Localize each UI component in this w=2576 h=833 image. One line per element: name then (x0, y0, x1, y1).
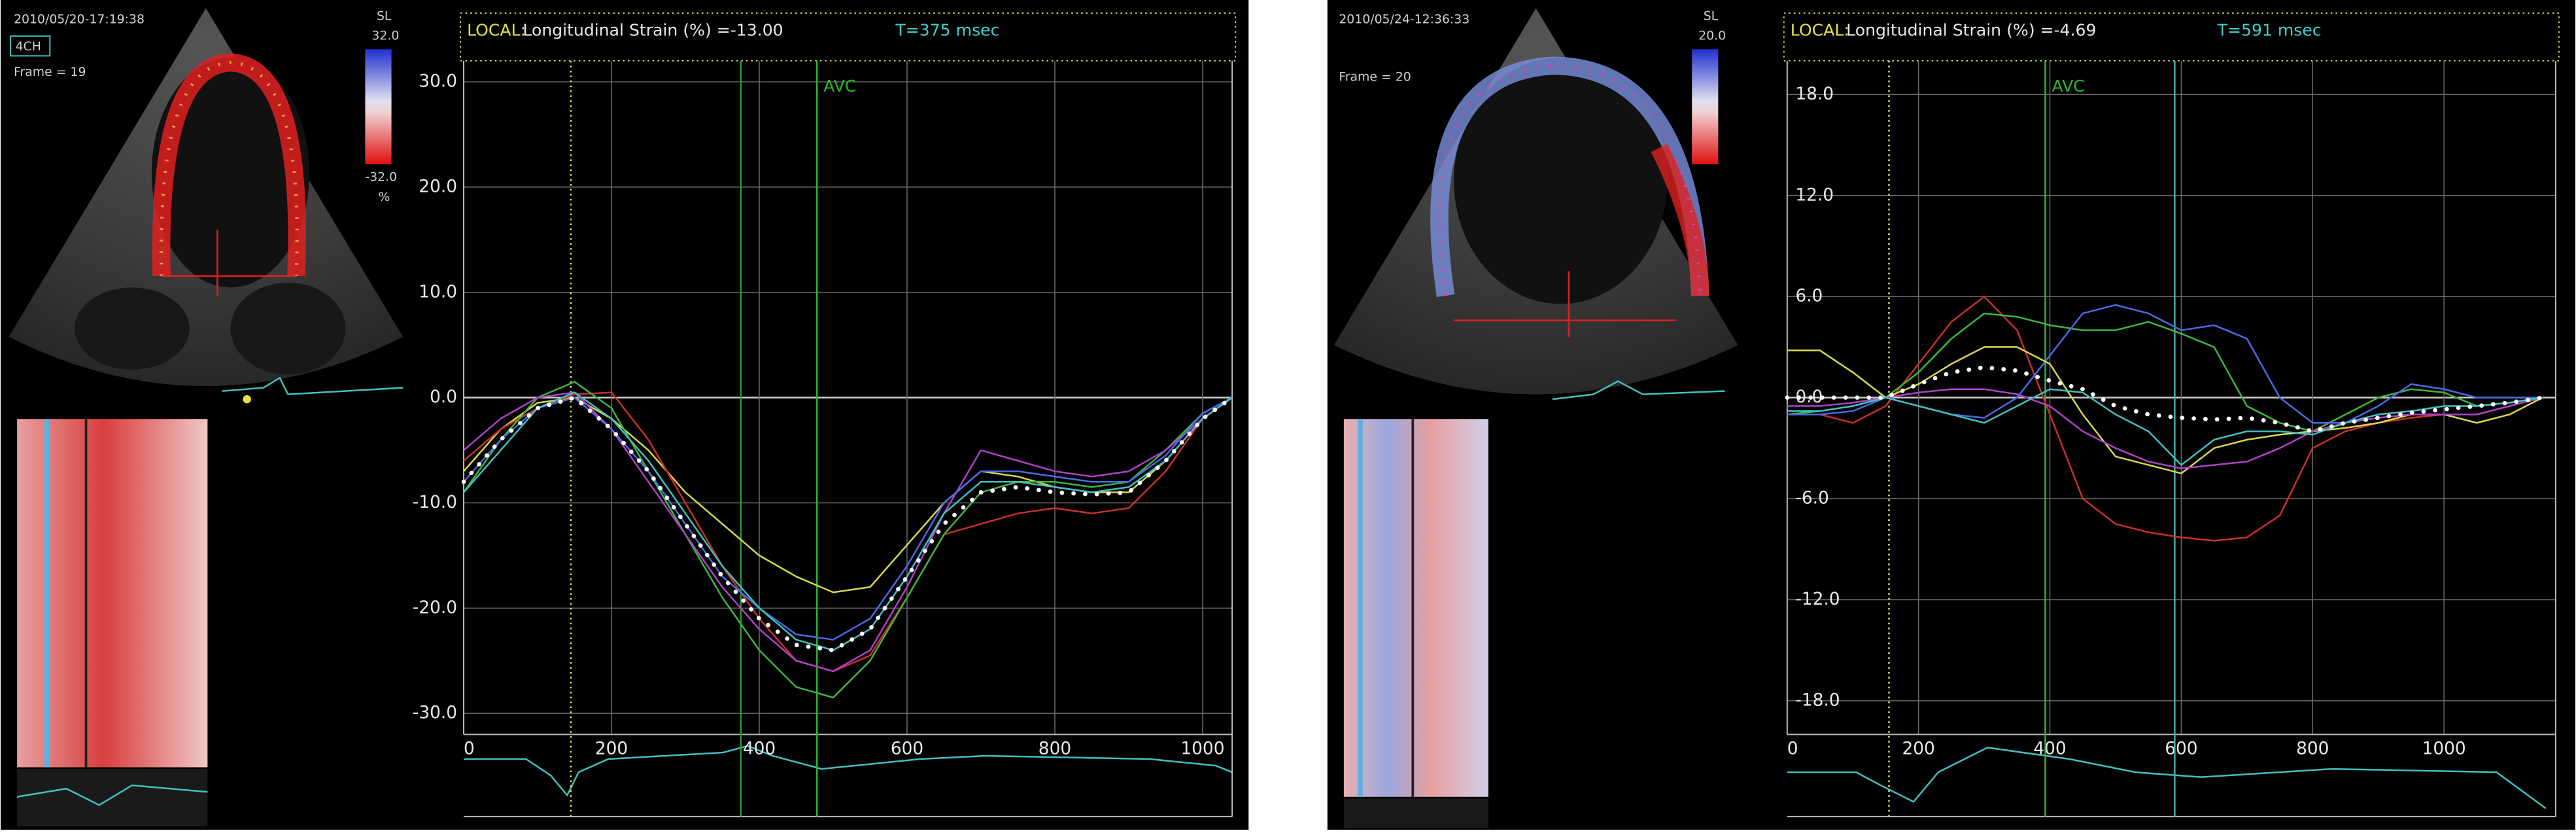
strain-curve (463, 391, 1233, 673)
echo-image-right: 2010/05/24-12:36:33 SL 20.0 Frame = 20 (1333, 8, 1738, 400)
y-tick-label: -10.0 (413, 493, 457, 512)
header-measure: Longitudinal Strain (%) =-13.00 (523, 21, 783, 40)
strain-curve (463, 381, 1233, 699)
event-label: AVC (823, 77, 856, 96)
view-label: 4CH (16, 40, 41, 54)
scale-unit: % (378, 190, 390, 204)
timestamp: 2010/05/24-12:36:33 (1339, 13, 1469, 27)
strain-curve (463, 391, 1233, 673)
y-tick-label: -12.0 (1795, 590, 1840, 609)
strain-curve (1787, 388, 2543, 469)
scale-label: SL (377, 10, 392, 24)
y-tick-label: 18.0 (1795, 84, 1834, 104)
scale-max: 32.0 (371, 29, 399, 43)
x-tick-label: 200 (595, 739, 628, 758)
y-tick-label: 10.0 (419, 282, 457, 302)
y-tick-label: 20.0 (419, 177, 457, 196)
header-measure: Longitudinal Strain (%) =-4.69 (1846, 21, 2096, 40)
x-tick-label: 200 (1902, 739, 1935, 758)
echo-image-left: 2010/05/20-17:19:38 SL 32.0 -32.0 % 4CH … (9, 8, 404, 404)
ecg-trace (464, 745, 1233, 797)
x-tick-label: 600 (891, 739, 923, 758)
header-time: T=375 msec (895, 21, 999, 40)
header-box (1783, 12, 2560, 62)
strain-curve (463, 397, 1233, 641)
frame-label: Frame = 20 (1339, 71, 1411, 84)
y-tick-label: -30.0 (413, 703, 457, 723)
mmode-left (16, 419, 208, 826)
scale-min: -32.0 (365, 171, 397, 185)
timestamp: 2010/05/20-17:19:38 (14, 13, 145, 27)
y-tick-label: 12.0 (1795, 185, 1834, 205)
event-label: AVC (2052, 77, 2085, 96)
ecg-trace (1787, 747, 2547, 809)
x-tick-label: 800 (1039, 739, 1071, 758)
x-tick-label: 1000 (1180, 739, 1224, 758)
x-tick-label: 0 (1787, 739, 1798, 758)
strain-curve (1785, 365, 2545, 434)
strain-curve (1787, 295, 2543, 542)
x-tick-label: 0 (464, 739, 475, 758)
frame-label: Frame = 19 (14, 65, 86, 79)
y-tick-label: -18.0 (1795, 690, 1840, 710)
header-local: LOCAL: (1791, 21, 1849, 40)
scale-max: 20.0 (1698, 29, 1726, 43)
y-tick-label: 0.0 (430, 387, 457, 407)
x-tick-label: 1000 (2422, 739, 2466, 758)
header-time: T=591 msec (2217, 21, 2322, 40)
strain-curve (1787, 388, 2543, 466)
header-local: LOCAL: (467, 21, 526, 40)
x-tick-label: 400 (743, 739, 776, 758)
y-tick-label: 30.0 (419, 72, 457, 92)
mmode-right (1343, 419, 1488, 828)
x-tick-label: 600 (2165, 739, 2197, 758)
x-tick-label: 400 (2033, 739, 2066, 758)
scale-label: SL (1704, 10, 1719, 24)
strain-curve (1787, 312, 2543, 433)
strain-curve (461, 395, 1235, 652)
header-box (460, 12, 1237, 62)
y-tick-label: -6.0 (1795, 489, 1829, 508)
y-tick-label: 6.0 (1795, 287, 1823, 306)
y-tick-label: -20.0 (413, 598, 457, 618)
x-tick-label: 800 (2296, 739, 2329, 758)
